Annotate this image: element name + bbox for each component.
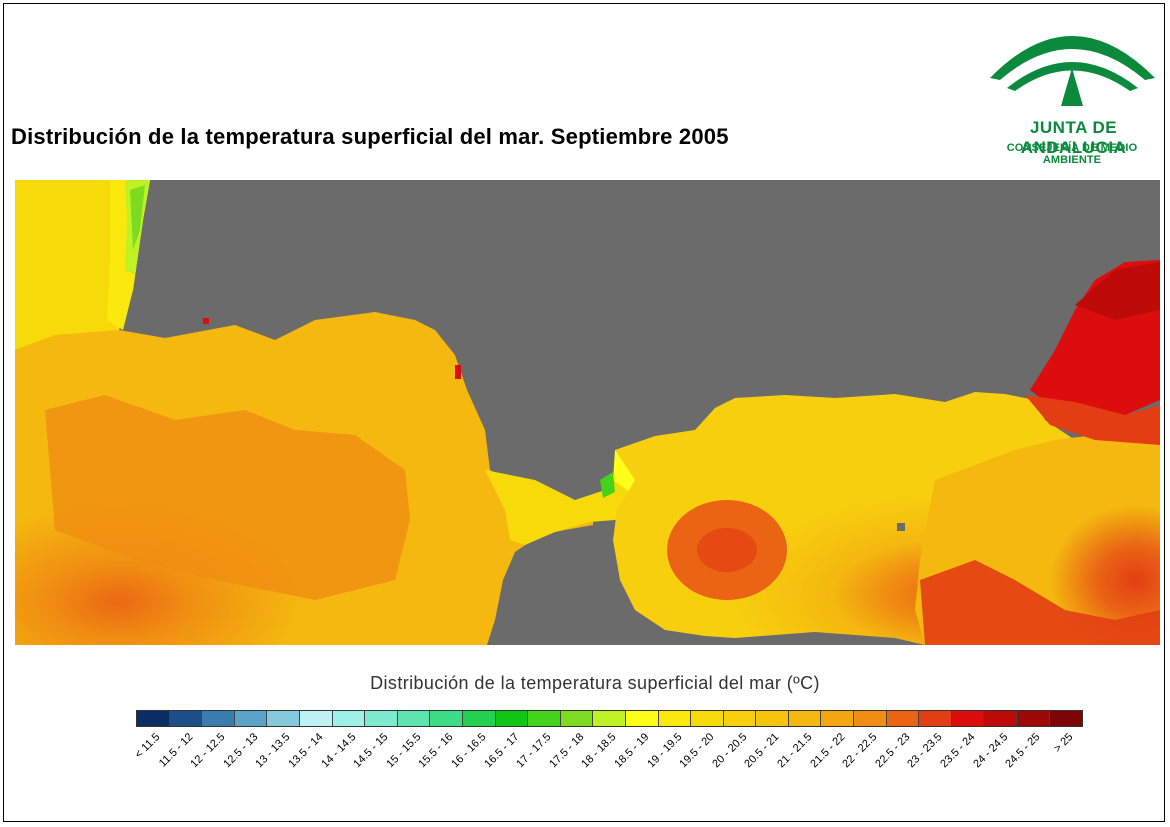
legend-swatch (234, 711, 268, 726)
legend-label: 16 - 16.5 (449, 731, 489, 771)
legend-label: 22.5 - 23 (873, 731, 913, 771)
legend-label: 21 - 21.5 (775, 731, 815, 771)
legend-label: 23 - 23.5 (905, 731, 945, 771)
legend-swatch (462, 711, 496, 726)
legend-swatch (984, 711, 1018, 726)
legend-swatch (267, 711, 300, 726)
legend-swatch (788, 711, 822, 726)
legend-swatch (691, 711, 724, 726)
legend-label: 16.5 - 17 (481, 731, 522, 771)
legend-label: 15 - 15.5 (384, 731, 424, 771)
legend-swatch (625, 711, 659, 726)
legend-label: 12 - 12.5 (188, 731, 228, 771)
legend-label: 22 - 22.5 (840, 731, 880, 771)
legend-label: 21.5 - 22 (807, 731, 848, 771)
legend-label: 19 - 19.5 (644, 731, 685, 771)
legend-swatch (299, 711, 333, 726)
legend-label: 13.5 - 14 (286, 731, 326, 771)
legend-label: 15.5 - 16 (416, 731, 456, 771)
legend-label: < 11.5 (132, 731, 163, 761)
logo-subtitle: CONSEJERÍA DE MEDIO AMBIENTE (1006, 142, 1138, 166)
legend-labels: < 11.5 11.5 - 12 12 - 12.5 12.5 - 13 13 - 13… (132, 731, 1086, 781)
legend-swatch (658, 711, 692, 726)
legend-label: 20.5 - 21 (742, 731, 782, 771)
legend-swatch (365, 711, 398, 726)
legend-swatch (723, 711, 757, 726)
legend-label: > 25 (1051, 731, 1076, 755)
legend-swatch (397, 711, 431, 726)
legend-swatch (560, 711, 594, 726)
legend-label: 17 - 17.5 (514, 731, 554, 771)
legend-swatch (137, 711, 170, 726)
atlantic-orange-band (45, 395, 410, 600)
legend-label: 23.5 - 24 (938, 731, 978, 771)
legend-swatch (821, 711, 855, 726)
legend-swatch (854, 711, 887, 726)
legend-swatch (886, 711, 920, 726)
legend-swatch (495, 711, 529, 726)
legend-label: 17.5 - 18 (547, 731, 587, 771)
legend-label: 13 - 13.5 (253, 731, 293, 771)
junta-andalucia-logo (990, 36, 1155, 106)
legend-swatch (202, 711, 235, 726)
legend-label: 20 - 20.5 (710, 731, 750, 771)
map-title: Distribución de la temperatura superfici… (11, 124, 729, 149)
logo-name: JUNTA DE ANDALUCIA (1020, 118, 1127, 157)
legend-label: 14.5 - 15 (351, 731, 391, 771)
legend-swatch (528, 711, 561, 726)
legend-swatch (169, 711, 203, 726)
legend-swatch (593, 711, 626, 726)
legend-swatch (756, 711, 789, 726)
sea-temperature-map (15, 180, 1160, 645)
legend-swatch (430, 711, 463, 726)
legend-label: 11.5 - 12 (156, 731, 196, 770)
strait-water (485, 470, 635, 545)
legend-title: Distribución de la temperatura superfici… (370, 673, 820, 693)
legend-color-bar (136, 710, 1084, 727)
legend-label: 18.5 - 19 (612, 731, 652, 771)
legend-swatch (951, 711, 985, 726)
legend-label: 24 - 24.5 (970, 731, 1011, 771)
legend-label: 18 - 18.5 (579, 731, 619, 771)
legend-label: 19.5 - 20 (677, 731, 717, 771)
legend-swatch (919, 711, 952, 726)
legend-swatch (1049, 711, 1083, 726)
legend-label: 14 - 14.5 (318, 731, 359, 771)
legend-label: 24.5 - 25 (1003, 731, 1043, 771)
legend-swatch (332, 711, 366, 726)
legend-label: 12.5 - 13 (221, 731, 261, 771)
legend-swatch (1017, 711, 1050, 726)
